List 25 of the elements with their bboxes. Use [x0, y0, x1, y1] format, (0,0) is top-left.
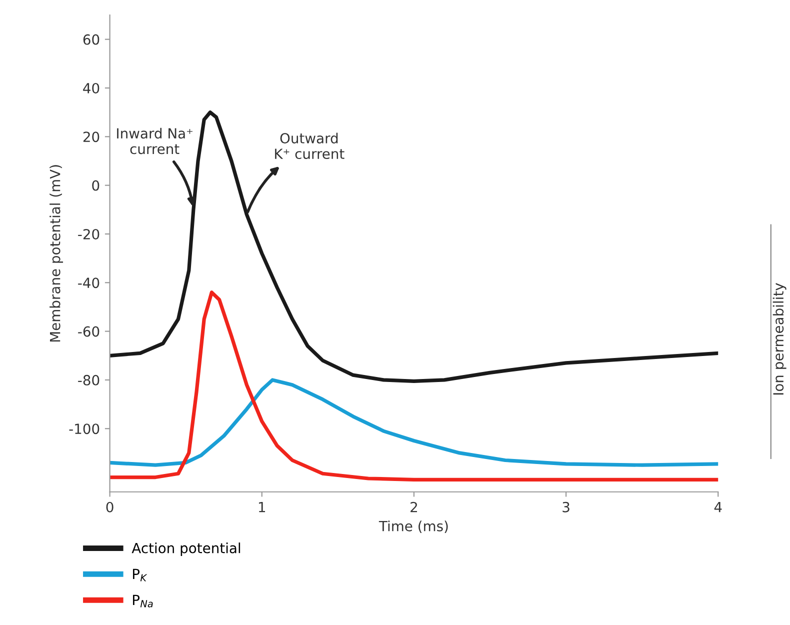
y-tick-label: -40	[78, 278, 100, 288]
legend-label: P$_{Na}$	[133, 594, 153, 608]
y-tick-label: 20	[83, 132, 100, 142]
legend-label: P$_{K}$	[133, 568, 148, 582]
x-tick-label: 4	[714, 502, 722, 512]
annotation: Inward Na⁺ current	[117, 128, 192, 154]
line-series	[110, 110, 718, 383]
line-series	[110, 290, 718, 482]
legend-label: Action potential	[132, 542, 240, 556]
y-tick-label: -80	[78, 374, 100, 386]
annotation: Outward K⁺ current	[275, 132, 344, 160]
x-tick-label: 0	[106, 502, 114, 512]
y-tick-label: 0	[92, 180, 100, 191]
x-axis-title: Time (ms)	[378, 520, 448, 533]
y-tick-label: -60	[78, 326, 100, 337]
y-tick-label: -20	[78, 228, 100, 240]
x-tick-label: 3	[562, 502, 570, 512]
y-axis-title: Membrane potential (mV)	[50, 165, 64, 342]
line-series	[110, 378, 718, 467]
y-tick-label: 40	[83, 82, 100, 94]
y2-axis-title: Ion permeability	[772, 283, 786, 395]
x-tick-label: 2	[410, 502, 417, 512]
y-tick-label: -100	[69, 424, 100, 434]
y-tick-label: 60	[83, 34, 100, 45]
x-tick-label: 1	[258, 502, 266, 512]
